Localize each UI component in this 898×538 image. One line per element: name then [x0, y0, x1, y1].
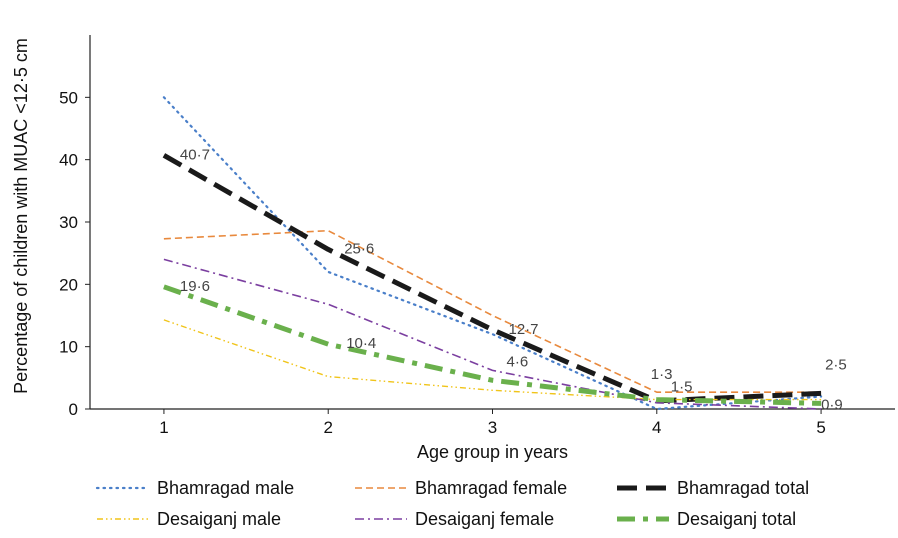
- x-tick-label: 1: [159, 418, 168, 437]
- legend: Bhamragad male Bhamragad female Bhamragad …: [95, 478, 809, 529]
- legend-label-bhamragad-total: Bhamragad total: [677, 478, 809, 498]
- y-tick-label: 20: [59, 275, 78, 294]
- y-tick-label: 50: [59, 88, 78, 107]
- legend-label-desaiganj-female: Desaiganj female: [415, 509, 554, 529]
- data-label: 1·5: [671, 379, 693, 396]
- legend-label-bhamragad-female: Bhamragad female: [415, 478, 567, 498]
- data-label: 2·5: [825, 356, 847, 373]
- data-label: 12·7: [509, 321, 539, 338]
- legend-label-desaiganj-total: Desaiganj total: [677, 509, 796, 529]
- x-tick-label: 3: [488, 418, 497, 437]
- x-tick-label: 2: [323, 418, 332, 437]
- y-tick-label: 40: [59, 151, 78, 170]
- data-label: 10·4: [346, 335, 376, 352]
- legend-label-bhamragad-male: Bhamragad male: [157, 478, 294, 498]
- y-tick-label: 0: [69, 400, 78, 419]
- data-labels: 40·7 25·6 12·7 1·3 2·5 19·6 10·4 4·6 1·5 0·9: [180, 146, 847, 413]
- x-tick-label: 4: [652, 418, 661, 437]
- data-label: 19·6: [180, 278, 210, 295]
- series-line-bhamragad-male: [162, 96, 823, 411]
- y-tick-label: 30: [59, 213, 78, 232]
- x-axis-title: Age group in years: [417, 442, 568, 462]
- series-line-desaiganj-female: [163, 258, 822, 410]
- series-line-desaiganj-total: [163, 284, 822, 406]
- axes: [89, 35, 895, 410]
- legend-label-desaiganj-male: Desaiganj male: [157, 509, 281, 529]
- data-label: 40·7: [180, 146, 210, 163]
- series-line-desaiganj-male: [163, 319, 822, 401]
- data-label: 0·9: [821, 396, 843, 413]
- series-line-bhamragad-female: [163, 229, 822, 394]
- series-line-bhamragad-total: [162, 153, 822, 404]
- y-tick-label: 10: [59, 338, 78, 357]
- series-lines: [162, 96, 823, 411]
- data-label: 1·3: [651, 366, 673, 383]
- ticks: 0 10 20 30 40 50 1 2 3 4 5: [59, 88, 826, 437]
- y-axis-title: Percentage of children with MUAC <12·5 c…: [11, 38, 31, 394]
- data-label: 4·6: [507, 353, 529, 370]
- data-label: 25·6: [344, 240, 374, 257]
- x-tick-label: 5: [816, 418, 825, 437]
